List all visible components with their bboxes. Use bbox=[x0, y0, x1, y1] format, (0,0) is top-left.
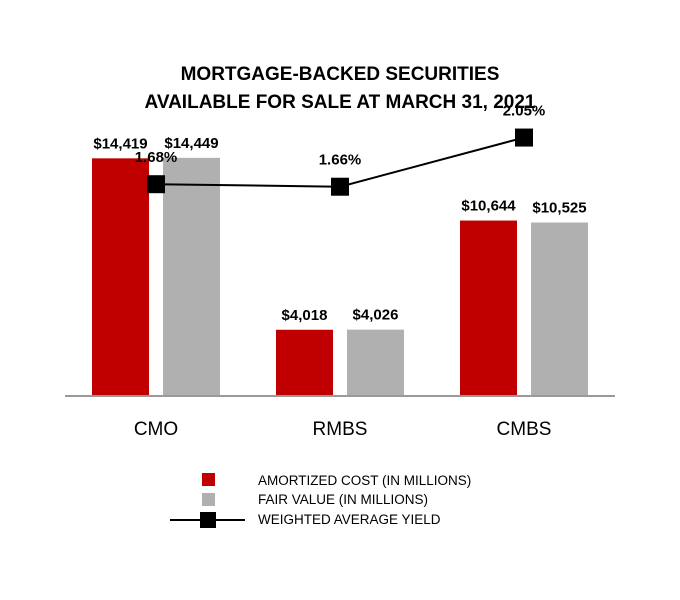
yield-label-cmbs: 2.05% bbox=[503, 103, 546, 120]
category-labels-group: CMO RMBS CMBS bbox=[134, 419, 552, 440]
chart-title-line-1: MORTGAGE-BACKED SECURITIES bbox=[181, 64, 500, 85]
legend: AMORTIZED COST (IN MILLIONS) FAIR VALUE … bbox=[170, 473, 471, 528]
legend-label-amortized-cost: AMORTIZED COST (IN MILLIONS) bbox=[258, 473, 471, 488]
bar-cmbs-fair-value bbox=[531, 222, 588, 396]
legend-marker-yield bbox=[200, 512, 216, 528]
yield-line-group: 1.68% 1.66% 2.05% bbox=[135, 103, 546, 196]
category-label-cmbs: CMBS bbox=[497, 419, 552, 440]
bar-labels-group: $14,419 $14,449 $4,018 $4,026 $10,644 $10,525 bbox=[93, 135, 586, 324]
yield-marker-cmbs bbox=[515, 128, 533, 147]
bar-cmo-amortized-cost bbox=[92, 158, 149, 396]
chart-title-line-2: AVAILABLE FOR SALE AT MARCH 31, 2021 bbox=[145, 92, 536, 113]
yield-marker-rmbs bbox=[331, 177, 349, 196]
category-label-rmbs: RMBS bbox=[313, 419, 368, 440]
data-label-cmo-amortized-cost: $14,419 bbox=[93, 135, 147, 152]
data-label-rmbs-amortized-cost: $4,018 bbox=[282, 307, 328, 324]
data-label-cmbs-fair-value: $10,525 bbox=[532, 200, 586, 217]
legend-label-yield: WEIGHTED AVERAGE YIELD bbox=[258, 512, 441, 527]
bar-cmbs-amortized-cost bbox=[460, 220, 517, 396]
legend-swatch-amortized-cost bbox=[202, 473, 215, 486]
bar-cmo-fair-value bbox=[163, 157, 220, 396]
category-label-cmo: CMO bbox=[134, 419, 178, 440]
yield-marker-cmo bbox=[147, 175, 165, 194]
yield-label-cmo: 1.68% bbox=[135, 149, 178, 166]
bars-group bbox=[92, 157, 588, 396]
bar-rmbs-fair-value bbox=[347, 329, 404, 396]
yield-label-rmbs: 1.66% bbox=[319, 152, 362, 169]
bar-rmbs-amortized-cost bbox=[276, 329, 333, 396]
legend-label-fair-value: FAIR VALUE (IN MILLIONS) bbox=[258, 492, 428, 507]
data-label-cmbs-amortized-cost: $10,644 bbox=[461, 198, 516, 215]
data-label-rmbs-fair-value: $4,026 bbox=[353, 307, 399, 324]
data-label-cmo-fair-value: $14,449 bbox=[164, 135, 218, 152]
legend-swatch-fair-value bbox=[202, 493, 215, 506]
